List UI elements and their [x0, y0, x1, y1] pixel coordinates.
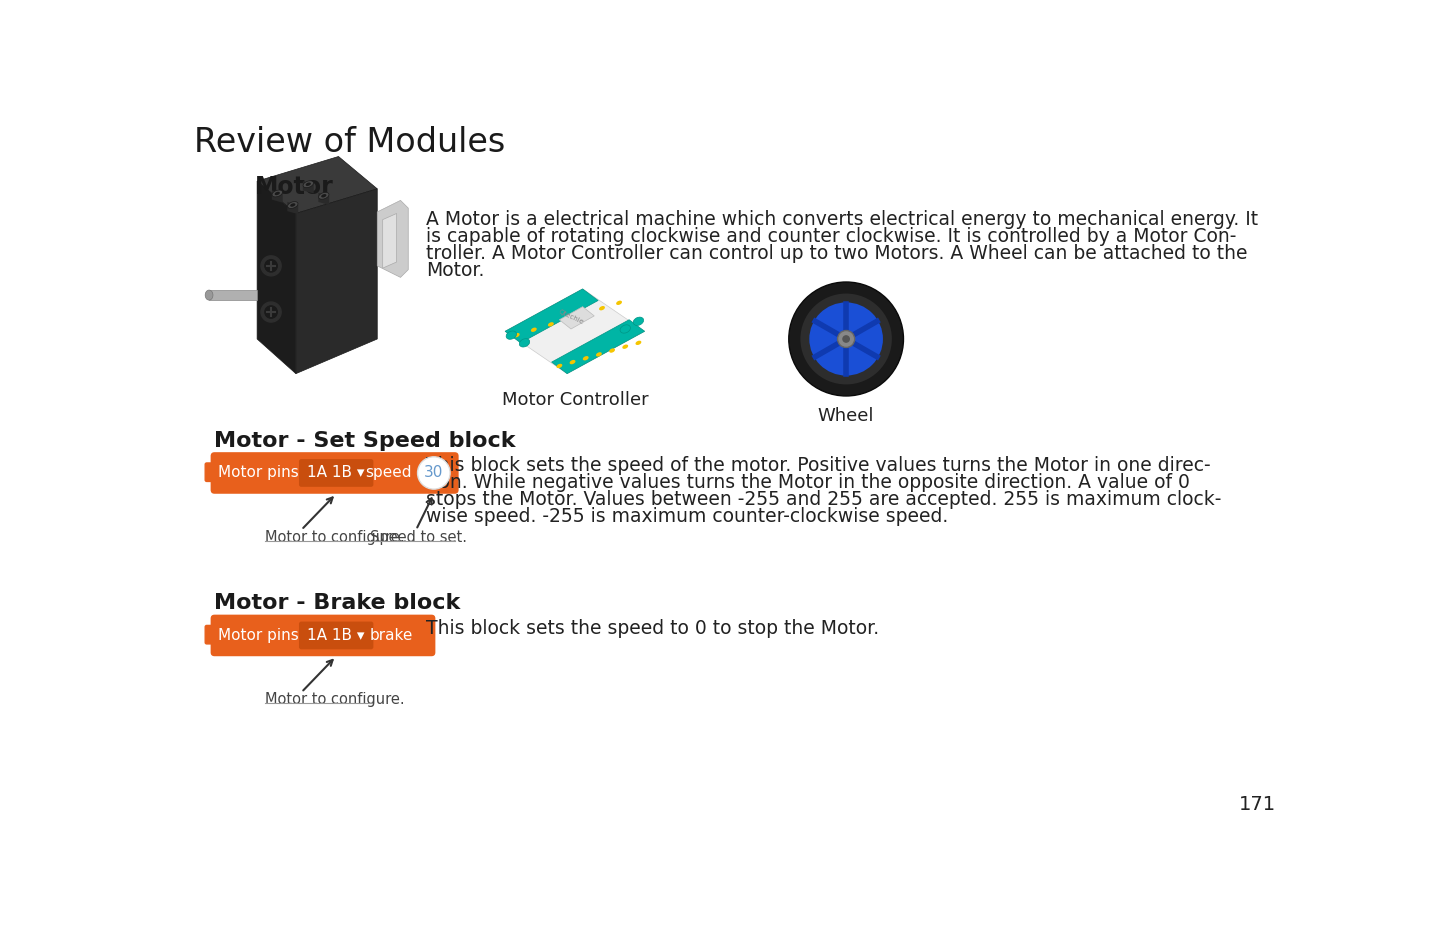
- Ellipse shape: [842, 336, 851, 343]
- Polygon shape: [506, 289, 598, 343]
- Circle shape: [418, 457, 450, 489]
- Text: Motor pins: Motor pins: [218, 465, 299, 481]
- Polygon shape: [287, 202, 299, 214]
- Text: Speed to set.: Speed to set.: [369, 530, 467, 545]
- Ellipse shape: [789, 282, 904, 396]
- Polygon shape: [382, 213, 397, 268]
- Text: Review of Modules: Review of Modules: [194, 126, 504, 158]
- Text: 1A 1B ▾: 1A 1B ▾: [308, 628, 365, 643]
- Ellipse shape: [556, 363, 562, 368]
- Ellipse shape: [635, 341, 641, 345]
- Text: Motor to configure.: Motor to configure.: [264, 692, 404, 707]
- FancyBboxPatch shape: [205, 625, 218, 644]
- Ellipse shape: [616, 301, 622, 305]
- Ellipse shape: [583, 356, 589, 361]
- Polygon shape: [272, 190, 283, 202]
- Polygon shape: [506, 289, 645, 374]
- Polygon shape: [559, 307, 595, 329]
- Text: stops the Motor. Values between -255 and 255 are accepted. 255 is maximum clock-: stops the Motor. Values between -255 and…: [427, 490, 1221, 509]
- Ellipse shape: [306, 183, 310, 186]
- Circle shape: [264, 306, 277, 318]
- Ellipse shape: [609, 349, 615, 352]
- FancyBboxPatch shape: [299, 459, 374, 487]
- Ellipse shape: [287, 201, 297, 209]
- Polygon shape: [296, 189, 378, 374]
- Ellipse shape: [800, 294, 892, 384]
- Polygon shape: [257, 181, 296, 374]
- Polygon shape: [257, 157, 378, 213]
- Polygon shape: [303, 181, 313, 194]
- Text: This block sets the speed of the motor. Positive values turns the Motor in one d: This block sets the speed of the motor. …: [427, 456, 1211, 475]
- FancyBboxPatch shape: [299, 622, 374, 650]
- Ellipse shape: [322, 194, 326, 198]
- Circle shape: [262, 302, 282, 322]
- Text: speed: speed: [365, 465, 412, 481]
- Text: A Motor is a electrical machine which converts electrical energy to mechanical e: A Motor is a electrical machine which co…: [427, 211, 1259, 229]
- Circle shape: [262, 255, 282, 276]
- Text: brake: brake: [369, 628, 412, 643]
- Text: Motor - Set Speed block: Motor - Set Speed block: [214, 432, 516, 451]
- Text: Wheel: Wheel: [818, 406, 874, 425]
- Ellipse shape: [596, 352, 602, 357]
- Ellipse shape: [530, 327, 537, 332]
- Ellipse shape: [547, 322, 553, 326]
- Text: Qtechie: Qtechie: [558, 309, 585, 326]
- Text: 171: 171: [1239, 795, 1276, 814]
- Ellipse shape: [519, 338, 530, 347]
- FancyBboxPatch shape: [211, 614, 435, 656]
- Ellipse shape: [274, 192, 280, 195]
- Text: This block sets the speed to 0 to stop the Motor.: This block sets the speed to 0 to stop t…: [427, 619, 879, 637]
- Ellipse shape: [599, 306, 605, 310]
- Polygon shape: [208, 291, 257, 300]
- Text: Motor - Brake block: Motor - Brake block: [214, 593, 461, 613]
- Circle shape: [264, 260, 277, 272]
- Ellipse shape: [634, 317, 644, 325]
- Text: Motor Controller: Motor Controller: [502, 391, 648, 408]
- Ellipse shape: [303, 181, 313, 187]
- Text: is capable of rotating clockwise and counter clockwise. It is controlled by a Mo: is capable of rotating clockwise and cou…: [427, 227, 1236, 246]
- Ellipse shape: [272, 190, 283, 197]
- Text: 1A 1B ▾: 1A 1B ▾: [308, 465, 365, 481]
- Text: Motor.: Motor.: [427, 261, 484, 281]
- Ellipse shape: [290, 203, 296, 207]
- Text: wise speed. -255 is maximum counter-clockwise speed.: wise speed. -255 is maximum counter-cloc…: [427, 507, 948, 526]
- Ellipse shape: [514, 333, 520, 337]
- FancyBboxPatch shape: [205, 463, 218, 482]
- FancyBboxPatch shape: [211, 452, 458, 494]
- Polygon shape: [319, 193, 329, 205]
- Ellipse shape: [838, 331, 855, 348]
- Ellipse shape: [506, 331, 516, 339]
- Text: tion. While negative values turns the Motor in the opposite direction. A value o: tion. While negative values turns the Mo…: [427, 473, 1190, 492]
- Ellipse shape: [569, 360, 575, 364]
- Text: Motor pins: Motor pins: [218, 628, 299, 643]
- Ellipse shape: [621, 325, 631, 333]
- Text: Motor to configure.: Motor to configure.: [264, 530, 404, 545]
- Ellipse shape: [809, 302, 882, 376]
- Ellipse shape: [582, 311, 588, 316]
- Ellipse shape: [565, 317, 570, 322]
- Polygon shape: [378, 200, 408, 278]
- Text: troller. A Motor Controller can control up to two Motors. A Wheel can be attache: troller. A Motor Controller can control …: [427, 244, 1247, 263]
- Ellipse shape: [622, 345, 628, 349]
- Text: Motor: Motor: [254, 175, 333, 199]
- Ellipse shape: [205, 290, 213, 300]
- Text: 30: 30: [424, 465, 444, 481]
- Ellipse shape: [319, 192, 329, 199]
- Polygon shape: [552, 320, 645, 374]
